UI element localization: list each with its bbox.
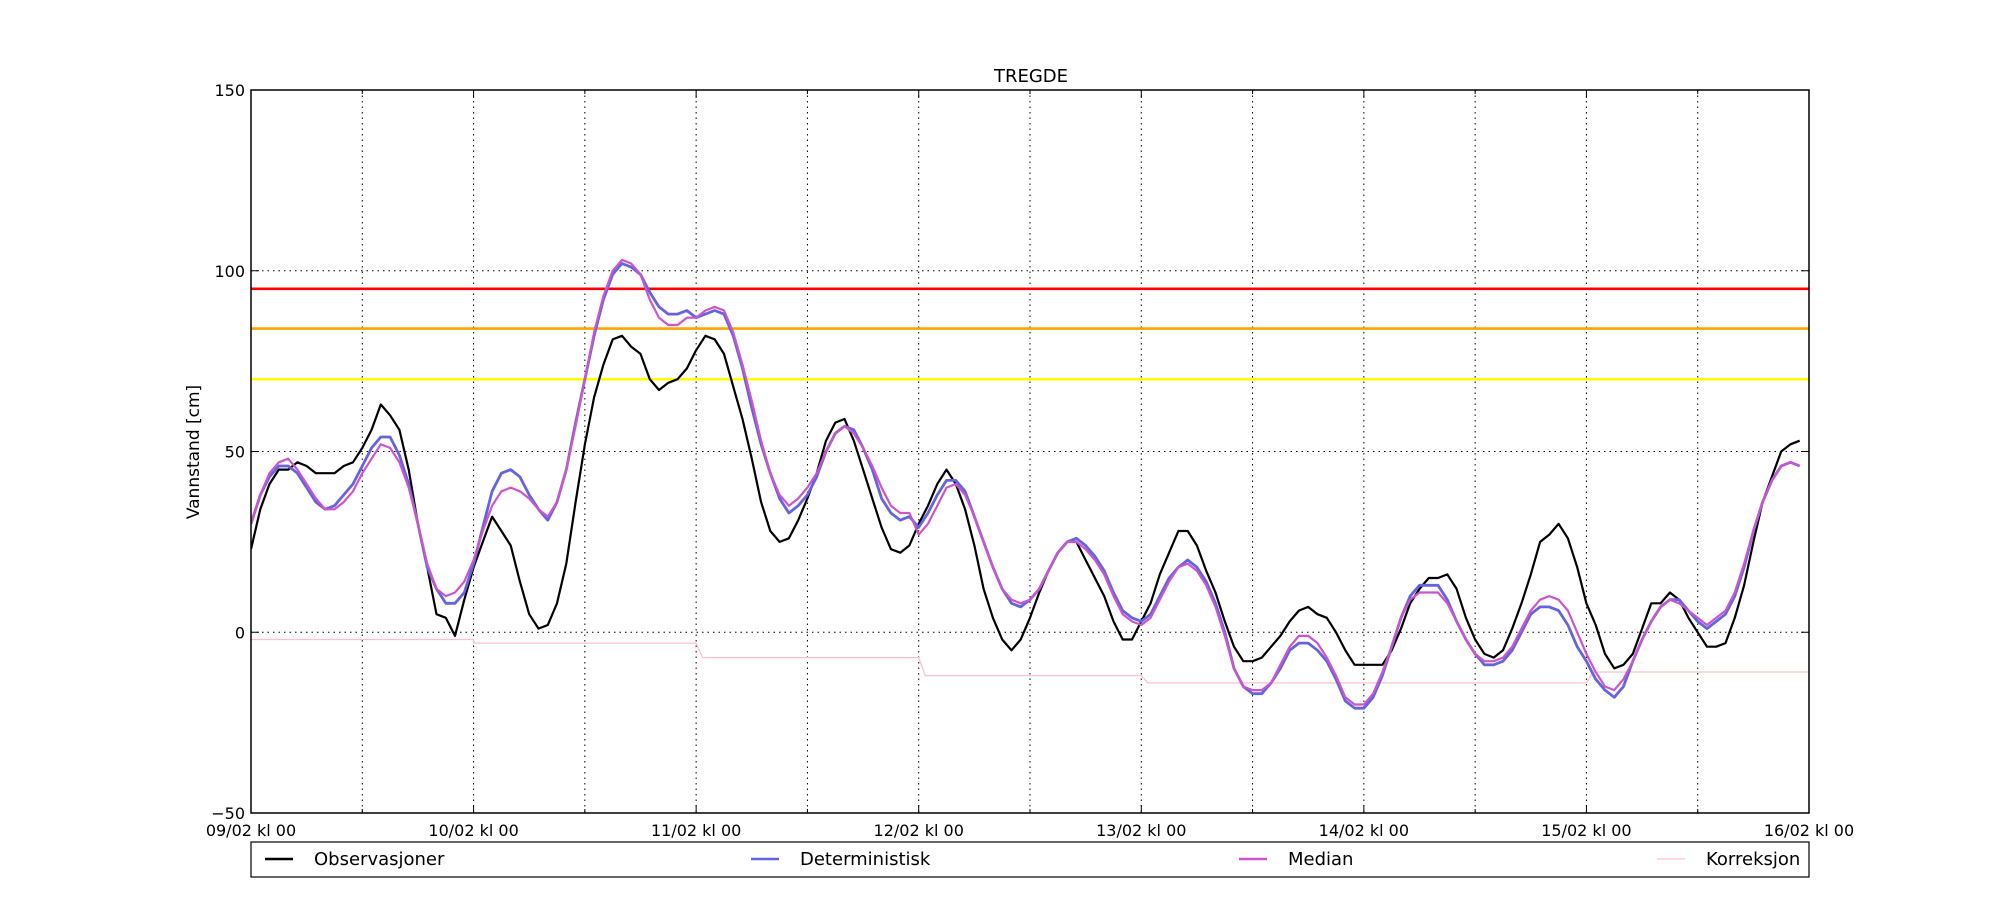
series-lines [251, 258, 1809, 710]
legend-label: Korreksjon [1706, 849, 1800, 870]
chart-title: TREGDE [993, 66, 1068, 87]
plot-frame [250, 89, 1810, 814]
series-line-deterministisk [251, 262, 1801, 710]
series-line-median [251, 258, 1801, 706]
x-tick-label: 16/02 kl 00 [1764, 821, 1854, 840]
legend: Observasjoner Deterministisk Median Korreks… [250, 841, 1810, 878]
x-tick-label: 13/02 kl 00 [1096, 821, 1186, 840]
y-tick-label: 150 [214, 81, 245, 100]
x-tick-label: 09/02 kl 00 [206, 821, 296, 840]
grid-lines [251, 90, 1809, 813]
y-tick-label: 100 [214, 262, 245, 281]
legend-frame [250, 841, 1810, 878]
y-tick-label: 0 [235, 623, 245, 642]
x-tick-label: 11/02 kl 00 [651, 821, 741, 840]
series-line-observasjoner [251, 334, 1801, 670]
series-line-korreksjon [251, 638, 1809, 684]
x-tick-label: 15/02 kl 00 [1541, 821, 1631, 840]
x-tick-label: 10/02 kl 00 [428, 821, 518, 840]
legend-label: Deterministisk [800, 849, 931, 870]
y-tick-label: 50 [225, 443, 245, 462]
y-axis-label: Vannstand [cm] [184, 385, 204, 519]
x-tick-label: 14/02 kl 00 [1319, 821, 1409, 840]
y-tick-label: −50 [211, 804, 245, 823]
threshold-lines [251, 287, 1809, 381]
axis-ticks: 09/02 kl 00 10/02 kl 00 11/02 kl 00 12/02 k… [206, 81, 1854, 840]
legend-label: Observasjoner [314, 849, 445, 870]
x-tick-label: 12/02 kl 00 [874, 821, 964, 840]
legend-label: Median [1288, 849, 1353, 870]
